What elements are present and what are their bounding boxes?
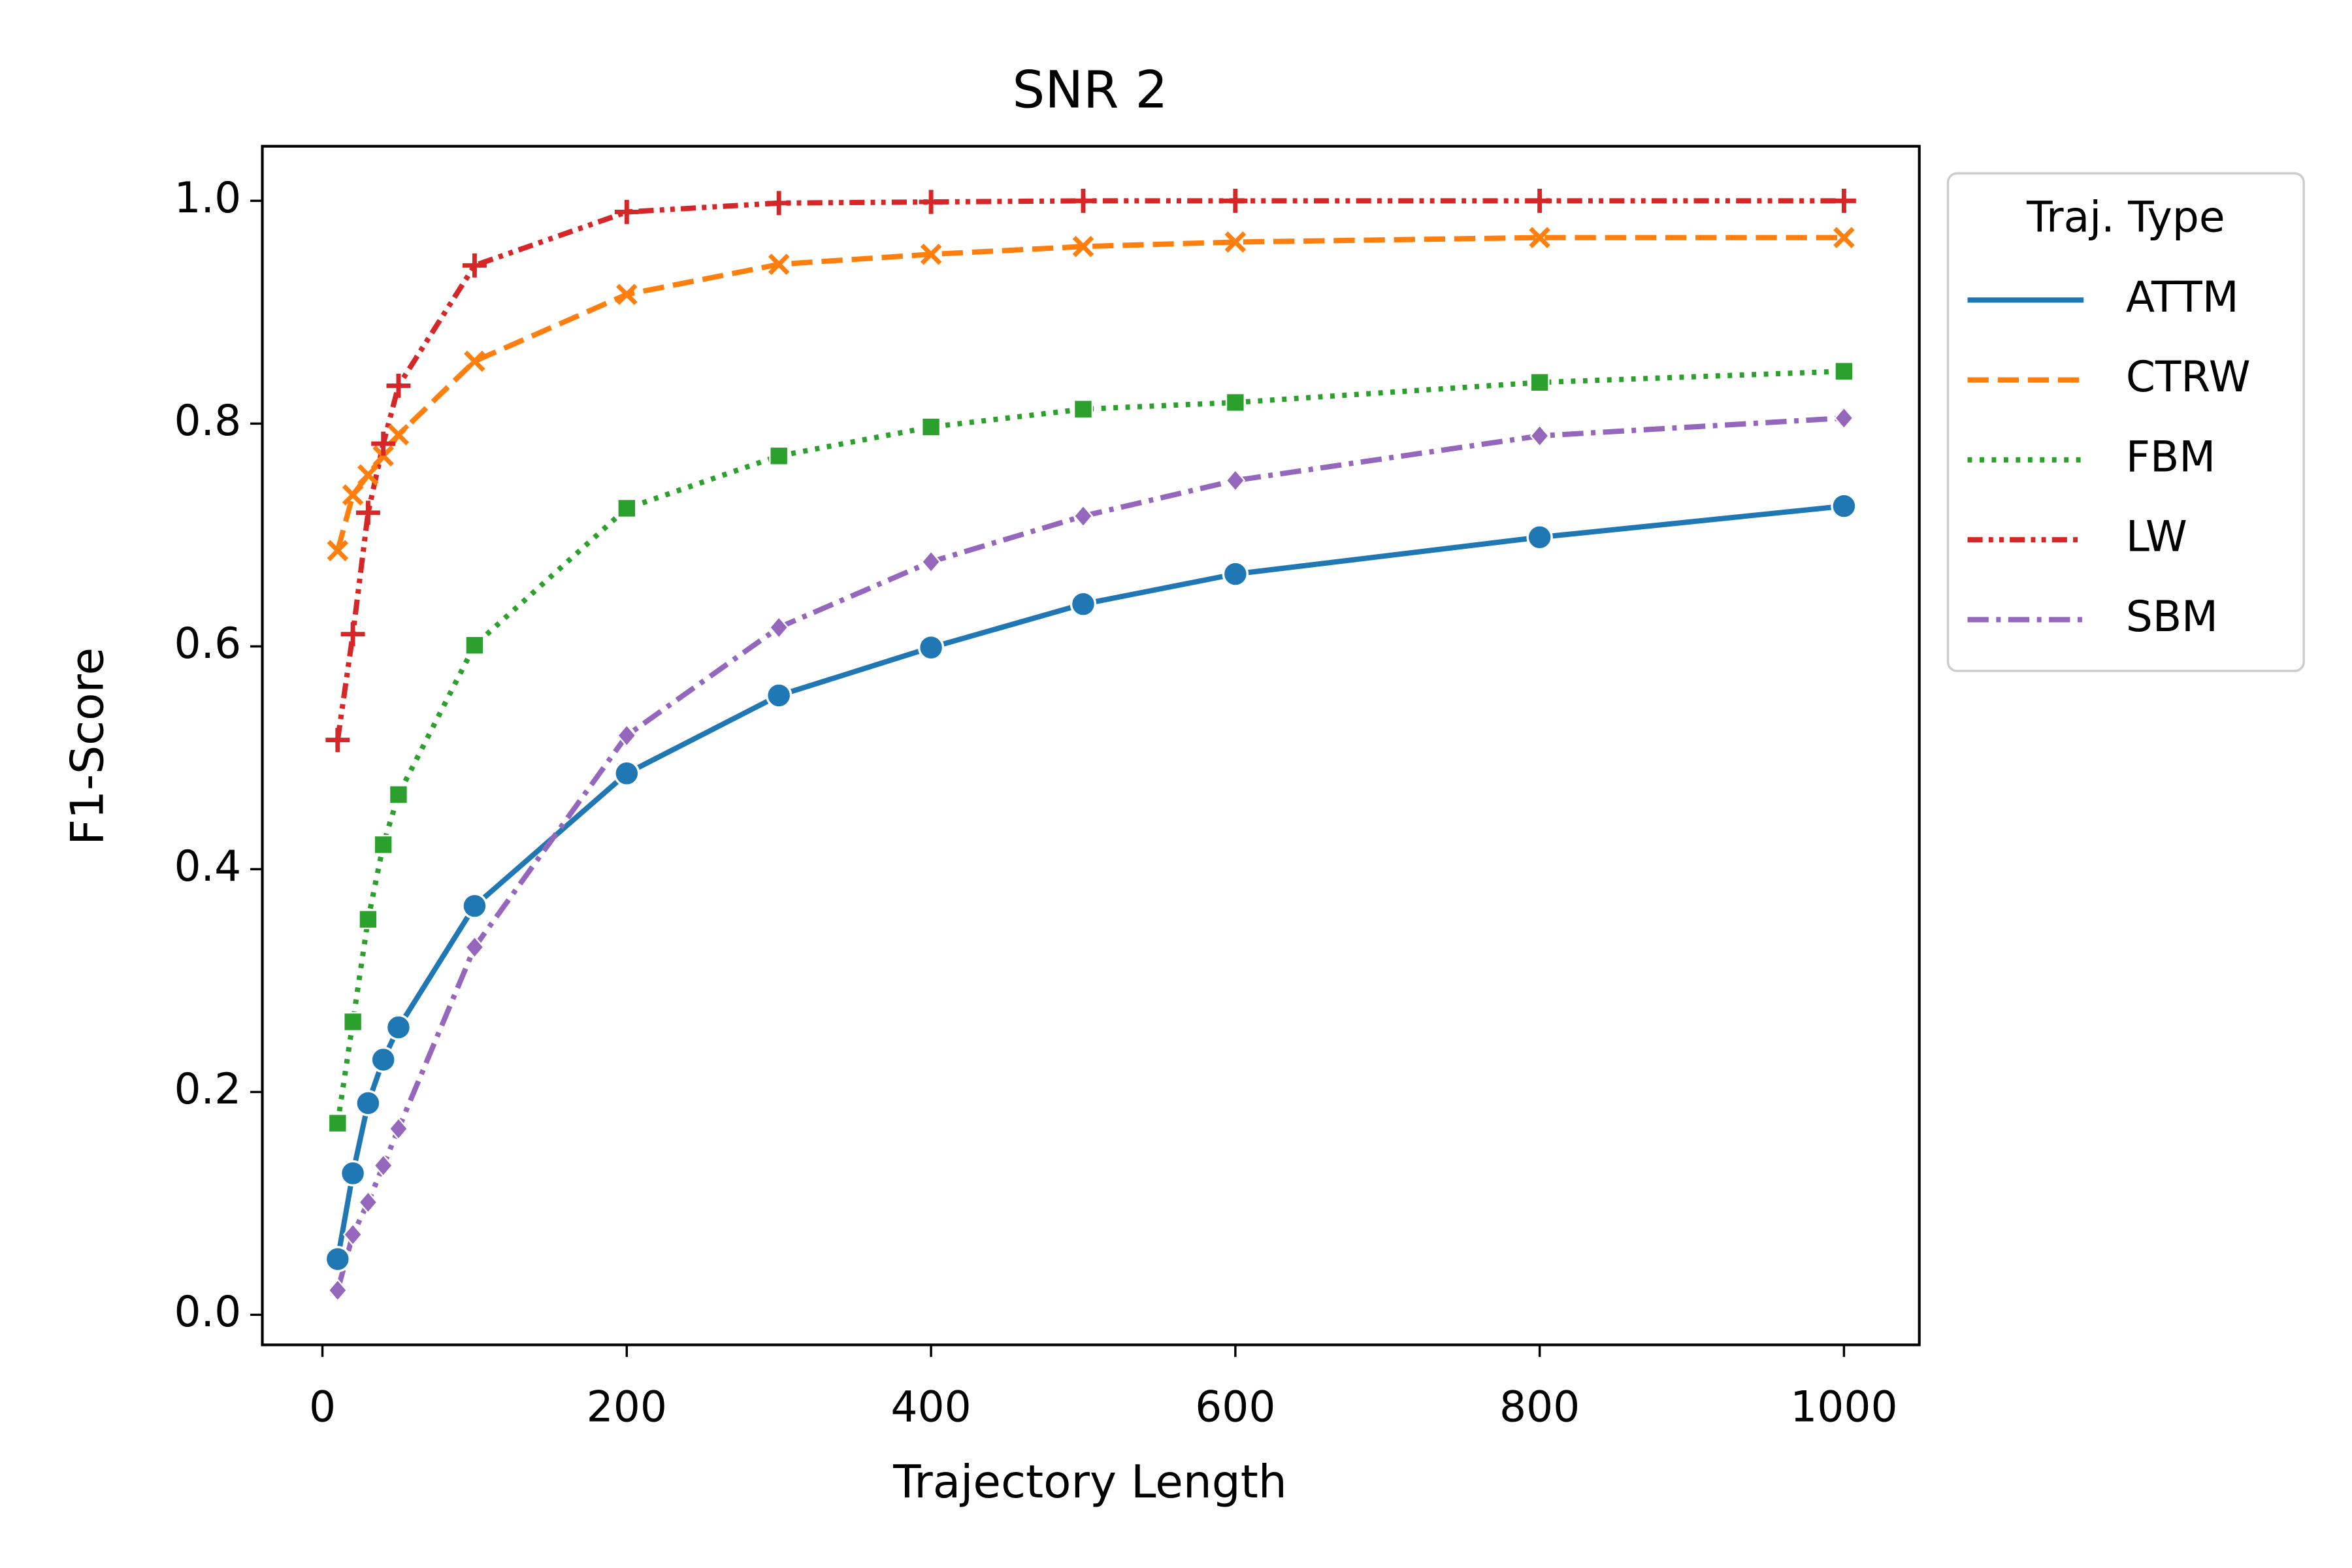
marker [357,464,379,486]
marker [1527,188,1552,213]
marker [327,540,349,562]
y-axis-label: F1-Score [61,647,114,845]
marker [386,373,411,398]
y-tick-label: 1.0 [174,174,241,223]
marker [1831,493,1857,519]
marker [1834,406,1854,430]
marker [1072,236,1094,257]
marker [342,484,364,506]
marker [355,1090,382,1117]
marker [919,189,943,214]
x-tick-label: 1000 [1790,1382,1897,1431]
legend-label: LW [2126,513,2187,562]
marker [340,622,365,647]
x-tick-label: 800 [1499,1382,1580,1431]
marker [1529,227,1550,248]
y-tick-label: 0.0 [174,1288,241,1337]
marker [327,1278,348,1302]
marker [461,892,488,919]
marker [339,1160,367,1187]
marker [769,446,789,466]
x-axis-label: Trajectory Length [892,1456,1287,1509]
marker [616,723,637,747]
marker [464,350,485,372]
legend-label: SBM [2126,593,2218,642]
marker [373,1154,394,1177]
y-tick-label: 0.4 [174,842,241,891]
marker [371,431,396,456]
marker [1070,591,1097,617]
marker [616,284,638,305]
marker [921,417,941,437]
marker [1073,504,1094,528]
legend-title: Traj. Type [2026,193,2225,242]
y-tick-label: 0.6 [174,619,241,668]
marker [1225,393,1245,413]
legend-label: FBM [2126,433,2215,482]
legend-label: ATTM [2126,273,2239,322]
marker [1224,231,1247,253]
marker [768,615,789,640]
marker [766,191,791,216]
x-tick-label: 600 [1195,1382,1275,1431]
series-line [335,415,1844,1291]
legend-label: CTRW [2126,353,2251,402]
marker [920,243,942,265]
series-line [335,235,1844,551]
marker [388,785,408,805]
y-tick-label: 0.8 [174,397,241,446]
marker [617,498,637,518]
marker [1526,524,1553,551]
marker [462,253,487,278]
x-tick-label: 400 [890,1382,971,1431]
marker [613,760,640,787]
series-line [335,503,1844,1260]
marker [1225,468,1246,493]
marker [1833,227,1855,248]
chart-title: SNR 2 [1013,60,1168,120]
marker [343,1012,363,1032]
marker [327,1113,348,1134]
marker [465,635,485,655]
marker [372,445,394,467]
marker [388,1117,409,1141]
marker [1834,361,1854,382]
marker [614,199,639,224]
x-tick-label: 200 [587,1382,667,1431]
marker [1223,188,1248,213]
marker [768,253,790,275]
plot-frame [261,144,1921,1347]
marker [385,1014,412,1041]
marker [1222,561,1249,587]
marker [766,682,792,709]
marker [373,834,393,855]
x-tick-label: 0 [309,1382,336,1431]
marker [921,549,941,574]
series-line [335,368,1844,1124]
marker [465,935,485,959]
series-line [335,198,1844,741]
marker [342,1222,363,1247]
y-tick-label: 0.2 [174,1065,241,1114]
marker [917,634,945,661]
marker [325,728,350,753]
marker [324,1245,351,1273]
marker [1529,372,1550,393]
marker [1529,424,1550,448]
marker [358,909,378,930]
marker [370,1046,397,1073]
marker [1073,399,1093,419]
marker [387,424,410,446]
marker [355,500,380,525]
marker [1071,188,1096,213]
marker [358,1190,378,1215]
marker [1831,188,1856,213]
